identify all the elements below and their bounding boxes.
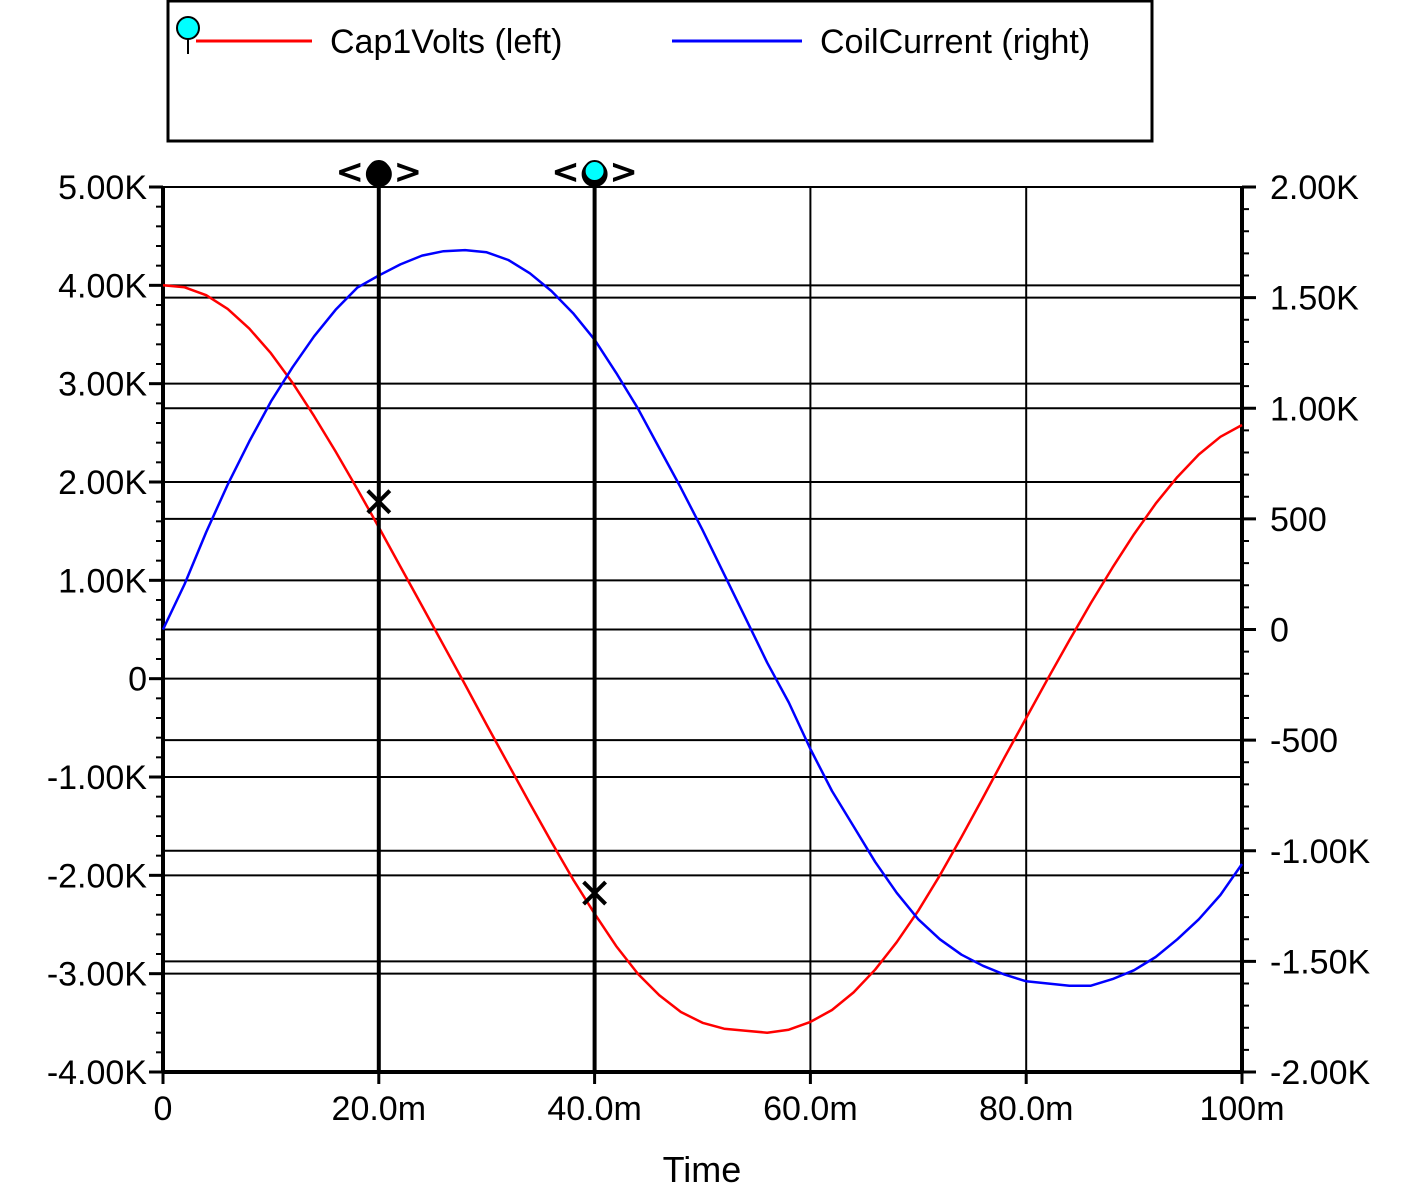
x-tick-label: 20.0m: [332, 1090, 427, 1128]
y-left-tick-label: 1.00K: [58, 562, 147, 600]
cursor-dot: [367, 160, 390, 182]
legend-label-coilcurrent: CoilCurrent (right): [820, 23, 1090, 61]
y-left-tick-label: -3.00K: [47, 956, 147, 994]
cursor-dot: [583, 160, 606, 182]
y-left-tick-label: -2.00K: [47, 857, 147, 895]
cursor-1[interactable]: <●>: [551, 152, 638, 1072]
cursors[interactable]: <●> <●>: [335, 152, 638, 1072]
legend-label-cap1volts: Cap1Volts (left): [330, 23, 562, 61]
cursor-0[interactable]: <●>: [335, 152, 422, 1072]
y-right-tick-label: 1.00K: [1270, 390, 1359, 428]
cursor-marker-x: [582, 880, 608, 906]
y-right-tick-label: -500: [1270, 722, 1338, 760]
y-left-tick-label: -1.00K: [47, 759, 147, 797]
y-right-tick-label: -2.00K: [1270, 1054, 1370, 1092]
series: [161, 248, 1244, 1034]
y-right-tick-label: 500: [1270, 501, 1327, 539]
y-left-tick-label: 3.00K: [58, 366, 147, 404]
x-tick-label: 0: [154, 1090, 173, 1128]
series-line-cap1volts: [162, 284, 1243, 1034]
y-left-tick-label: 5.00K: [58, 169, 147, 207]
y-left-tick-label: 4.00K: [58, 267, 147, 305]
y-left-tick-label: -4.00K: [47, 1054, 147, 1092]
legend-active-cursor-icon: [176, 16, 200, 40]
y-right-tick-label: 0: [1270, 612, 1289, 650]
y-right-tick-label: -1.50K: [1270, 943, 1370, 981]
y-right-tick-label: 2.00K: [1270, 169, 1359, 207]
x-tick-label: 100m: [1199, 1090, 1284, 1128]
x-axis-title: Time: [663, 1149, 742, 1190]
legend-box: Cap1Volts (left) CoilCurrent (right): [166, 0, 1154, 143]
legend-border: [166, 0, 1154, 143]
y-right-tick-label: 1.50K: [1270, 280, 1359, 318]
cursor-marker-x: [366, 489, 392, 515]
y-left-tick-label: 0: [128, 661, 147, 699]
y-right-tick-label: -1.00K: [1270, 833, 1370, 871]
series-line-coilcurrent: [161, 248, 1244, 987]
tick-labels: 5.00K 4.00K 3.00K 2.00K 1.00K 0 -1.00K -2.00K -3…: [47, 169, 1371, 1128]
x-tick-label: 80.0m: [979, 1090, 1074, 1128]
x-tick-label: 40.0m: [547, 1090, 642, 1128]
y-left-tick-label: 2.00K: [58, 464, 147, 502]
x-tick-label: 60.0m: [763, 1090, 858, 1128]
grid: [162, 186, 1243, 1073]
axes: [149, 185, 1256, 1084]
